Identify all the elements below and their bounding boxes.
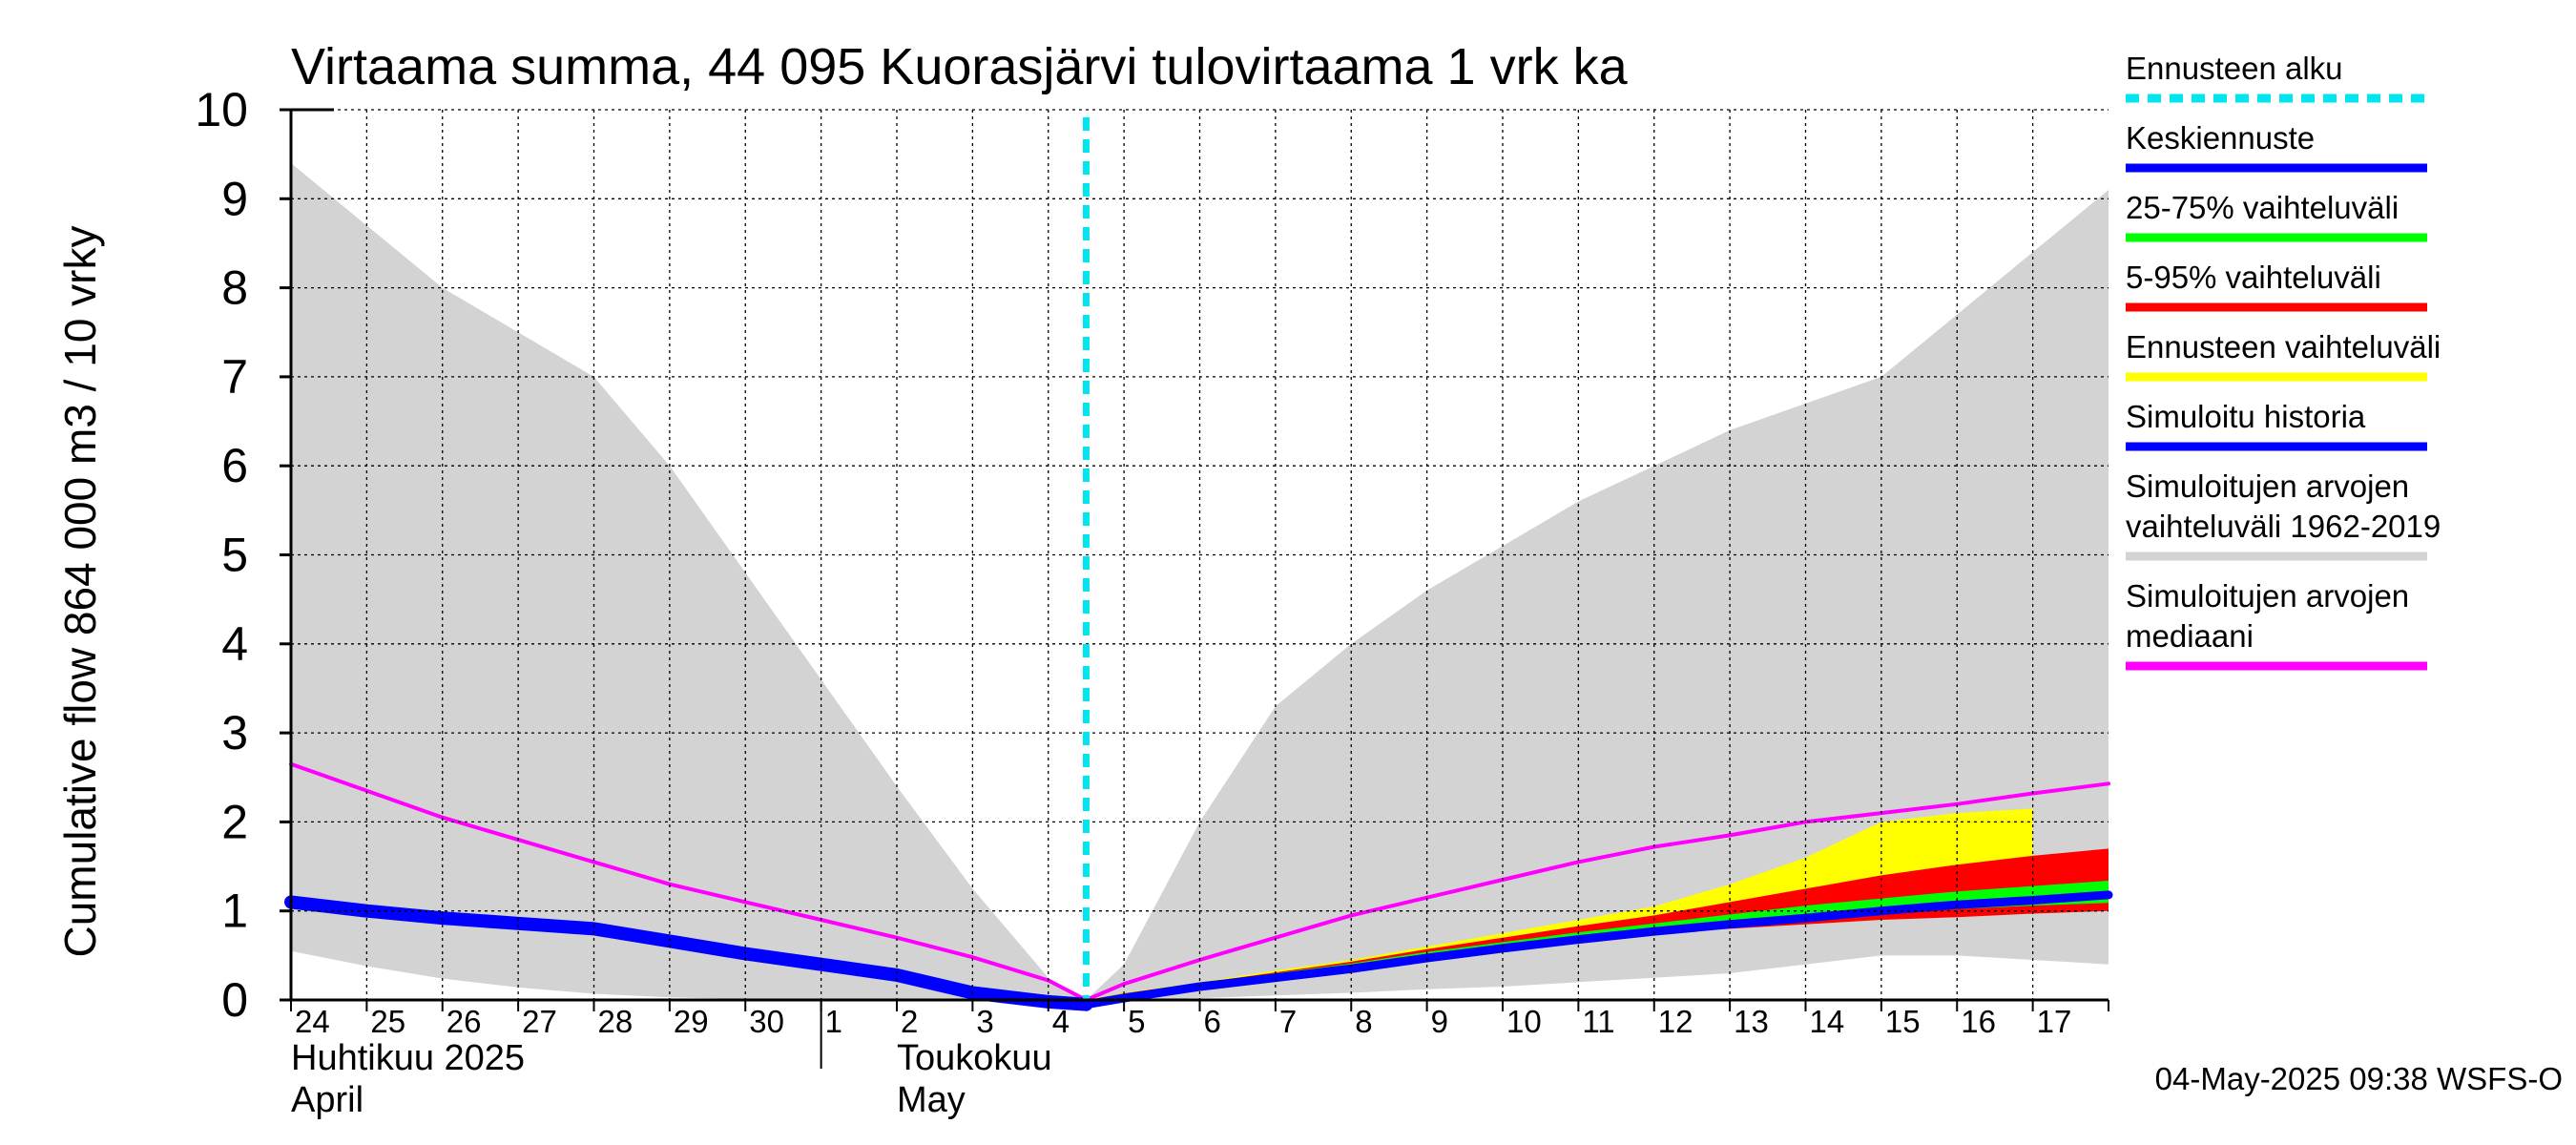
x-tick-label: 17	[2037, 1004, 2072, 1039]
legend-item-simuloitu-historia: Simuloitu historia	[2126, 399, 2427, 451]
x-tick-label: 6	[1204, 1004, 1221, 1039]
x-tick-label: 9	[1431, 1004, 1448, 1039]
y-tick-label: 7	[221, 350, 248, 404]
y-tick-label: 1	[221, 885, 248, 938]
legend-item-keskiennuste: Keskiennuste	[2126, 120, 2427, 173]
chart-title: Virtaama summa, 44 095 Kuorasjärvi tulov…	[291, 38, 1629, 95]
series-band-5-95-vaihteluv-li	[1086, 848, 2109, 1000]
month-label-line1: Huhtikuu 2025	[291, 1038, 525, 1078]
series-line-simuloitu-historia	[284, 895, 1093, 1011]
x-tick-label: 11	[1582, 1004, 1614, 1039]
x-tick-label: 3	[976, 1004, 993, 1039]
x-tick-label: 15	[1885, 1004, 1921, 1039]
x-tick-label: 7	[1279, 1004, 1297, 1039]
x-tick-label: 13	[1734, 1004, 1769, 1039]
month-label-line1: Toukokuu	[897, 1038, 1052, 1078]
month-label-line2: May	[897, 1080, 966, 1120]
y-tick-label: 2	[221, 795, 248, 848]
y-tick-label: 10	[195, 83, 248, 136]
legend-label: mediaani	[2126, 618, 2254, 654]
y-tick-label: 6	[221, 439, 248, 492]
y-axis-label: Cumulative flow 864 000 m3 / 10 vrky	[55, 225, 105, 957]
legend-label: Simuloitu historia	[2126, 399, 2366, 434]
x-tick-label: 29	[674, 1004, 709, 1039]
legend-label: Ennusteen alku	[2126, 51, 2343, 86]
y-tick-label: 5	[221, 529, 248, 582]
x-tick-label: 12	[1658, 1004, 1693, 1039]
legend: Ennusteen alku Keskiennuste 25-75% vaihtel…	[2126, 51, 2441, 671]
x-tick-label: 10	[1506, 1004, 1542, 1039]
grid-layer	[291, 109, 2109, 1000]
legend-item-5-95-vaihteluv-li: 5-95% vaihteluväli	[2126, 260, 2427, 312]
x-tick-label: 1	[825, 1004, 842, 1039]
month-label-line2: April	[291, 1080, 364, 1120]
legend-item-ennusteen-vaihteluv-li: Ennusteen vaihteluväli	[2126, 329, 2441, 382]
timestamp-footer: 04-May-2025 09:38 WSFS-O	[2155, 1061, 2563, 1096]
x-tick-label: 24	[295, 1004, 330, 1039]
series-band-simuloitujen-arvojen-vaihteluv-li-1962-2019	[291, 163, 2109, 1000]
y-tick-label: 8	[221, 261, 248, 315]
x-tick-label: 26	[447, 1004, 482, 1039]
legend-label: 25-75% vaihteluväli	[2126, 190, 2399, 225]
legend-item-simuloitujen-arvojen-mediaani: Simuloitujen arvojen mediaani	[2126, 578, 2427, 671]
x-tick-label: 4	[1052, 1004, 1070, 1039]
y-tick-label: 9	[221, 172, 248, 225]
legend-item-ennusteen-alku: Ennusteen alku	[2126, 51, 2427, 103]
x-tick-label: 14	[1810, 1004, 1845, 1039]
series-line-simuloitujen-arvojen-mediaani	[289, 761, 2110, 1002]
legend-label: Keskiennuste	[2126, 120, 2315, 156]
legend-label: 5-95% vaihteluväli	[2126, 260, 2381, 295]
legend-label: vaihteluväli 1962-2019	[2126, 509, 2441, 544]
x-tick-label: 5	[1128, 1004, 1145, 1039]
legend-label: Simuloitujen arvojen	[2126, 468, 2409, 504]
y-tick-label: 3	[221, 706, 248, 760]
x-tick-label: 16	[1961, 1004, 1996, 1039]
legend-label: Simuloitujen arvojen	[2126, 578, 2409, 614]
x-tick-label: 28	[598, 1004, 634, 1039]
legend-item-25-75-vaihteluv-li: 25-75% vaihteluväli	[2126, 190, 2427, 242]
x-tick-label: 27	[522, 1004, 557, 1039]
y-tick-label: 4	[221, 617, 248, 671]
x-tick-label: 30	[749, 1004, 784, 1039]
x-tick-label: 8	[1355, 1004, 1372, 1039]
y-tick-label: 0	[221, 973, 248, 1027]
x-tick-label: 25	[370, 1004, 405, 1039]
x-tick-label: 2	[901, 1004, 918, 1039]
legend-item-simuloitujen-arvojen-vaihteluv-li-1962-2019: Simuloitujen arvojen vaihteluväli 1962-20…	[2126, 468, 2441, 561]
legend-label: Ennusteen vaihteluväli	[2126, 329, 2441, 364]
